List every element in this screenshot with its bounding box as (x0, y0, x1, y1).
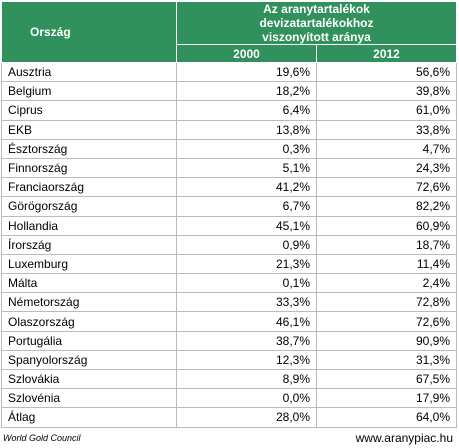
value-cell: 8,9% (176, 368, 317, 390)
value-cell: 38,7% (176, 330, 317, 351)
table-row: Írország 0,9% 18,7% (1, 234, 457, 255)
table-row: Észtország 0,3% 4,7% (1, 138, 457, 159)
country-cell: Szlovénia (1, 388, 177, 409)
country-cell: Görögország (1, 196, 177, 217)
value-cell: 64,0% (316, 407, 457, 428)
value-cell: 24,3% (316, 157, 457, 179)
source: World Gold Council (3, 433, 81, 443)
value-cell: 6,4% (176, 100, 317, 121)
year-row: 2000 2012 (2, 44, 457, 63)
value-cell: 6,7% (176, 196, 317, 217)
value-cell: 61,0% (316, 100, 457, 121)
country-cell: Spanyolország (1, 349, 177, 371)
value-cell: 82,2% (316, 196, 457, 217)
title-header: Az aranytartalékok devizatartalékokhoz v… (176, 1, 457, 45)
country-cell: Olaszország (1, 311, 177, 332)
country-cell: Belgium (1, 81, 177, 102)
value-cell: 33,8% (316, 119, 457, 140)
table-row: Finnország 5,1% 24,3% (1, 157, 457, 179)
value-cell: 33,3% (176, 292, 317, 313)
table-row: Luxemburg 21,3% 11,4% (1, 253, 457, 275)
table-row: Belgium 18,2% 39,8% (1, 81, 457, 102)
site: www.aranypiac.hu (355, 431, 453, 445)
table-row: EKB 13,8% 33,8% (1, 119, 457, 140)
value-cell: 28,0% (176, 407, 317, 428)
value-cell: 12,3% (176, 349, 317, 371)
value-cell: 39,8% (316, 81, 457, 102)
value-cell: 72,6% (316, 177, 457, 198)
value-cell: 21,3% (176, 253, 317, 275)
table-row: Görögország 6,7% 82,2% (1, 196, 457, 217)
value-cell: 41,2% (176, 177, 317, 198)
value-cell: 17,9% (316, 388, 457, 409)
table-body: Ausztria 19,6% 56,6% Belgium 18,2% 39,8% Cipru… (1, 61, 457, 428)
table-header: Ország Az aranytartalékok devizatartalék… (1, 1, 457, 63)
value-cell: 5,1% (176, 157, 317, 179)
table-row: Olaszország 46,1% 72,6% (1, 311, 457, 332)
country-cell: Észtország (1, 138, 177, 159)
country-cell: Ausztria (1, 61, 177, 83)
table-row: Szlovénia 0,0% 17,9% (1, 388, 457, 409)
country-cell: Málta (1, 273, 177, 294)
value-cell: 90,9% (316, 330, 457, 351)
table-row: Ausztria 19,6% 56,6% (1, 61, 457, 83)
value-cell: 0,9% (176, 234, 317, 255)
header-row: Ország Az aranytartalékok devizatartalék… (1, 1, 457, 63)
value-cell: 18,2% (176, 81, 317, 102)
value-cell: 56,6% (316, 61, 457, 83)
country-cell: Finnország (1, 157, 177, 179)
country-cell: Franciaország (1, 177, 177, 198)
year-header: 2012 (316, 44, 457, 63)
table-row: Hollandia 45,1% 60,9% (1, 215, 457, 236)
table-row: Spanyolország 12,3% 31,3% (1, 349, 457, 371)
table-row: Németország 33,3% 72,8% (1, 292, 457, 313)
value-cell: 4,7% (316, 138, 457, 159)
value-cell: 45,1% (176, 215, 317, 236)
value-cell: 72,6% (316, 311, 457, 332)
country-cell: Luxemburg (1, 253, 177, 275)
value-cell: 2,4% (316, 273, 457, 294)
country-cell: Németország (1, 292, 177, 313)
country-header: Ország (1, 1, 177, 63)
data-table: Ország Az aranytartalékok devizatartalék… (1, 1, 457, 428)
value-cell: 18,7% (316, 234, 457, 255)
value-cell: 60,9% (316, 215, 457, 236)
value-cell: 11,4% (316, 253, 457, 275)
value-cell: 0,0% (176, 388, 317, 409)
table-row: Ciprus 6,4% 61,0% (1, 100, 457, 121)
table-row: Franciaország 41,2% 72,6% (1, 177, 457, 198)
value-cell: 46,1% (176, 311, 317, 332)
country-cell: Hollandia (1, 215, 177, 236)
value-cell: 19,6% (176, 61, 317, 83)
table-row: Málta 0,1% 2,4% (1, 273, 457, 294)
country-cell: Írország (1, 234, 177, 255)
value-cell: 67,5% (316, 368, 457, 390)
table-row: Átlag 28,0% 64,0% (1, 407, 457, 428)
year-header: 2000 (176, 44, 317, 63)
country-cell: EKB (1, 119, 177, 140)
table-row: Portugália 38,7% 90,9% (1, 330, 457, 351)
country-cell: Ciprus (1, 100, 177, 121)
value-cell: 13,8% (176, 119, 317, 140)
table-row: Szlovákia 8,9% 67,5% (1, 368, 457, 390)
country-cell: Portugália (1, 330, 177, 351)
value-cell: 72,8% (316, 292, 457, 313)
value-cell: 0,3% (176, 138, 317, 159)
country-cell: Szlovákia (1, 368, 177, 390)
value-cell: 31,3% (316, 349, 457, 371)
value-cell: 0,1% (176, 273, 317, 294)
country-cell: Átlag (1, 407, 177, 428)
